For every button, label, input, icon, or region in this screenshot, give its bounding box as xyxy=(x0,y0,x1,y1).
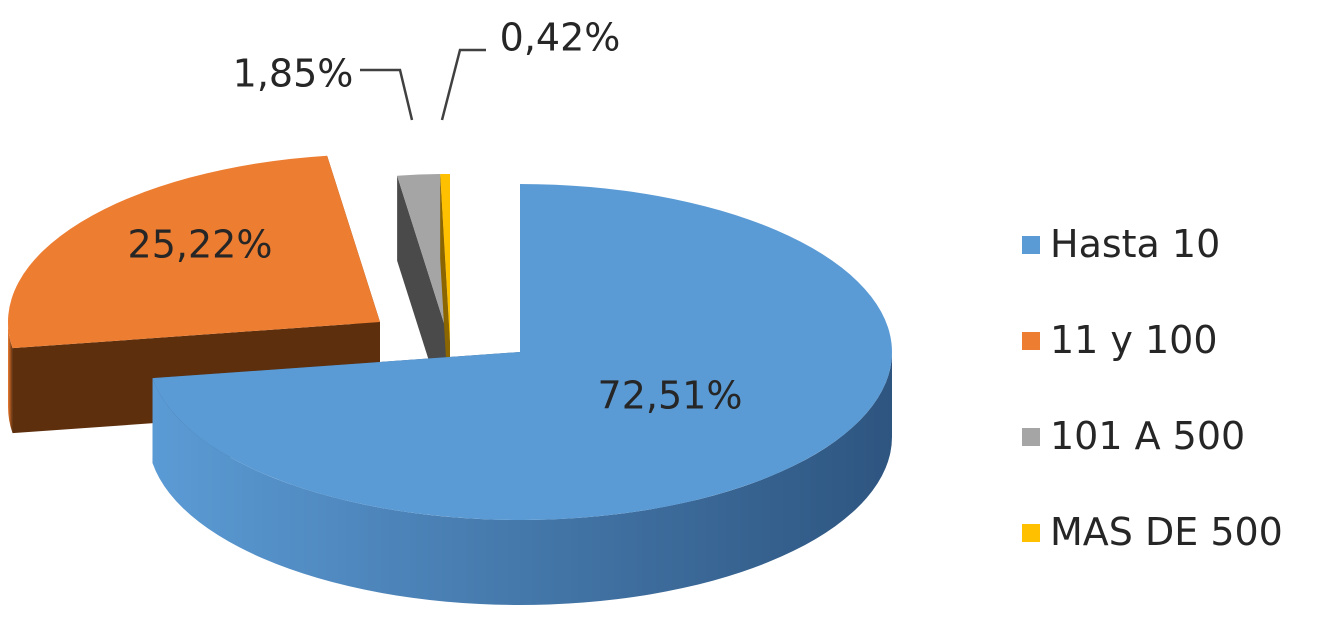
pie-slice-hasta-10 xyxy=(152,184,893,606)
legend-label-101-a-500: 101 A 500 xyxy=(1050,414,1246,458)
data-label-hasta-10: 72,51% xyxy=(598,374,743,418)
legend-item-hasta-10: Hasta 10 xyxy=(1022,220,1342,269)
legend-label-mas-de-500: MAS DE 500 xyxy=(1050,510,1283,554)
legend-swatch-101-a-500 xyxy=(1022,427,1040,446)
pie-slice-side-hasta-10 xyxy=(152,352,893,606)
chart-legend: Hasta 10 11 y 100 101 A 500 MAS DE 500 xyxy=(1022,220,1342,557)
pie-slice-top-hasta-10 xyxy=(152,184,892,520)
pie-slice-top-11-y-100 xyxy=(8,155,380,349)
pie-slice-top-101-a-500 xyxy=(397,174,450,342)
data-label-mas-de-500: 0,42% xyxy=(500,16,621,60)
legend-swatch-11-y-100 xyxy=(1022,331,1040,350)
legend-label-hasta-10: Hasta 10 xyxy=(1050,222,1221,266)
legend-swatch-hasta-10 xyxy=(1022,235,1040,254)
legend-item-11-y-100: 11 y 100 xyxy=(1022,316,1342,365)
legend-item-mas-de-500: MAS DE 500 xyxy=(1022,508,1342,557)
pie-slice-side-11-y-100 xyxy=(8,322,13,434)
leader-line-mas-de-500 xyxy=(440,48,486,121)
data-label-101-a-500: 1,85% xyxy=(233,52,354,96)
legend-label-11-y-100: 11 y 100 xyxy=(1050,318,1218,362)
legend-swatch-mas-de-500 xyxy=(1022,523,1040,542)
legend-item-101-a-500: 101 A 500 xyxy=(1022,412,1342,461)
data-label-11-y-100: 25,22% xyxy=(128,223,273,267)
leader-line-101-a-500 xyxy=(360,68,414,121)
pie-slice-top-mas-de-500 xyxy=(440,174,450,342)
